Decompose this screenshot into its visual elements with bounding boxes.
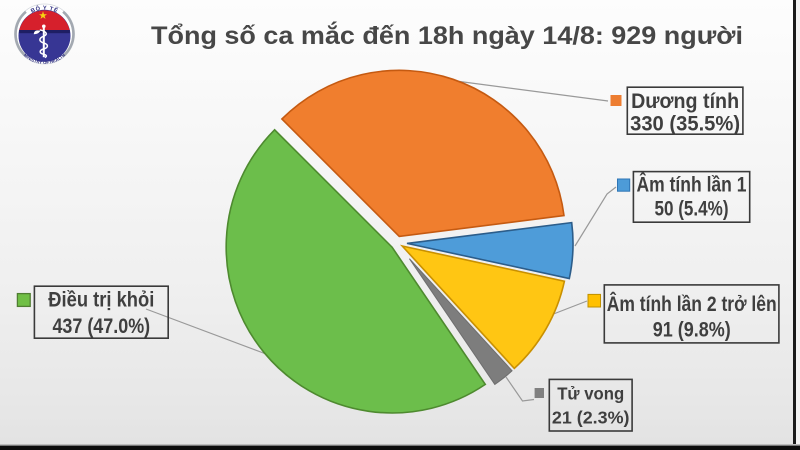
svg-text:21 (2.3%): 21 (2.3%) bbox=[552, 408, 630, 428]
svg-text:330 (35.5%): 330 (35.5%) bbox=[630, 111, 740, 135]
svg-text:437 (47.0%): 437 (47.0%) bbox=[52, 314, 150, 338]
svg-text:91 (9.8%): 91 (9.8%) bbox=[653, 317, 731, 341]
svg-text:Âm tính lần 2 trở lên: Âm tính lần 2 trở lên bbox=[607, 292, 777, 316]
svg-text:BỘ Y TẾ: BỘ Y TẾ bbox=[30, 4, 59, 15]
svg-text:50 (5.4%): 50 (5.4%) bbox=[655, 198, 729, 221]
svg-text:Tử vong: Tử vong bbox=[557, 383, 624, 403]
svg-text:Tổng số ca mắc đến 18h ngày 14: Tổng số ca mắc đến 18h ngày 14/8: 929 ng… bbox=[151, 20, 743, 50]
svg-text:Âm tính lần 1: Âm tính lần 1 bbox=[637, 172, 747, 196]
svg-text:Dương tính: Dương tính bbox=[631, 89, 739, 113]
svg-text:Điều trị khỏi: Điều trị khỏi bbox=[48, 288, 154, 311]
